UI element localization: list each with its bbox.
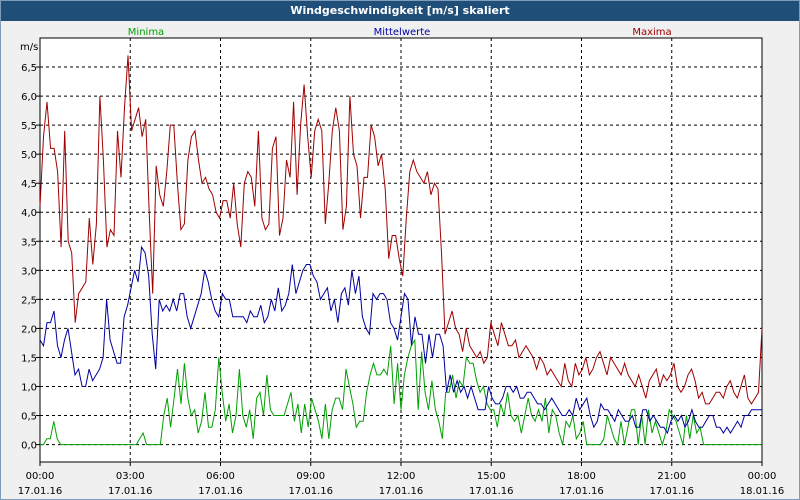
series-lines [39, 55, 763, 447]
x-tick-time: 03:00 [116, 471, 145, 482]
series-line-mittelwerte [39, 245, 762, 435]
y-tick-label: 5,0 [21, 150, 37, 161]
series-line-maxima [39, 55, 763, 405]
y-tick-label: 5,5 [21, 121, 37, 132]
chart-title: Windgeschwindigkeit [m/s] skaliert [1, 1, 799, 21]
y-tick-label: 0,0 [21, 441, 37, 452]
x-tick-time: 00:00 [26, 471, 55, 482]
x-tick-time: 21:00 [657, 471, 686, 482]
x-tick-time: 15:00 [477, 471, 506, 482]
x-tick-time: 12:00 [387, 471, 416, 482]
x-tick-date: 17.01.16 [198, 486, 243, 497]
x-tick-date: 17.01.16 [379, 486, 424, 497]
y-tick-label: 3,0 [21, 266, 37, 277]
x-tick-date: 17.01.16 [18, 486, 63, 497]
x-tick-time: 06:00 [206, 471, 235, 482]
y-axis: 0,0 0,5 1,0 1,5 2,0 2,5 3,0 3,5 4,0 4,5 5,0 5,5 6,0 6… [21, 63, 40, 452]
y-tick-label: 4,5 [21, 179, 37, 190]
y-tick-label: 4,0 [21, 208, 37, 219]
x-tick-time: 00:00 [748, 471, 777, 482]
x-axis: 00:00 17.01.16 03:00 17.01.16 06:00 17.01.16 0… [18, 462, 785, 497]
y-tick-label: 2,0 [21, 324, 37, 335]
y-tick-label: 0,5 [21, 412, 37, 423]
x-tick-date: 17.01.16 [649, 486, 694, 497]
legend-maxima: Maxima [632, 27, 671, 38]
x-tick-date: 18.01.16 [740, 486, 785, 497]
y-tick-label: 1,5 [21, 353, 37, 364]
y-tick-label: 2,5 [21, 295, 37, 306]
y-axis-label: m/s [20, 42, 38, 53]
y-tick-label: 1,0 [21, 382, 37, 393]
y-tick-label: 6,0 [21, 92, 37, 103]
y-tick-label: 6,5 [21, 63, 37, 74]
x-tick-time: 18:00 [567, 471, 596, 482]
legend-mittelwerte: Mittelwerte [374, 27, 431, 38]
legend-minima: Minima [128, 27, 164, 38]
x-tick-date: 17.01.16 [108, 486, 153, 497]
x-tick-date: 17.01.16 [469, 486, 514, 497]
x-tick-date: 17.01.16 [288, 486, 333, 497]
y-tick-label: 3,5 [21, 237, 37, 248]
x-tick-date: 17.01.16 [559, 486, 604, 497]
x-tick-time: 09:00 [296, 471, 325, 482]
